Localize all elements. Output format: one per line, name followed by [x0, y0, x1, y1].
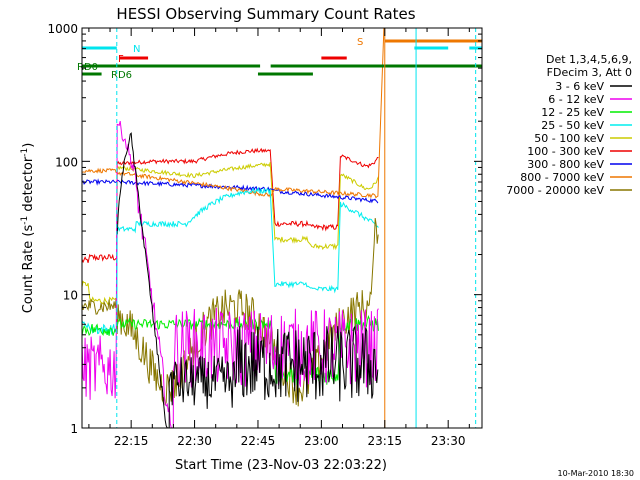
y-tick-label: 1: [70, 422, 78, 436]
x-tick-label: 22:30: [177, 434, 212, 448]
flag-label-rd0: RD0: [77, 62, 98, 73]
series-line-6-12-keV: [81, 120, 379, 429]
series-line-100-300-keV: [81, 147, 379, 264]
plot-area: NF S RD0 RD6: [77, 27, 482, 429]
legend-entry-label: 7000 - 20000 keV: [506, 184, 604, 197]
x-tick-label: 23:00: [304, 434, 339, 448]
legend-header: Det 1,3,4,5,6,9,: [546, 53, 632, 66]
y-tick-label: 1000: [47, 22, 78, 36]
legend-entry-label: 800 - 7000 keV: [520, 171, 604, 184]
series-line-3-6-keV: [116, 132, 379, 429]
x-tick-label: 23:30: [431, 434, 466, 448]
legend-entry-label: 25 - 50 keV: [541, 119, 604, 132]
flag-label-f: F: [118, 54, 124, 65]
footer-timestamp: 10-Mar-2010 18:30: [558, 469, 635, 478]
legend: Det 1,3,4,5,6,9, FDecim 3, Att 0 3 - 6 k…: [506, 53, 632, 197]
y-axis-label-superscript: -1: [20, 216, 30, 225]
legend-entry-label: 12 - 25 keV: [541, 106, 604, 119]
y-tick-label: 10: [63, 289, 78, 303]
legend-entry-label: 50 - 100 keV: [534, 132, 604, 145]
plot-frame: [81, 27, 483, 429]
y-axis-label-part: ): [21, 143, 36, 148]
flag-label-s: S: [357, 37, 363, 48]
x-tick-label: 22:15: [114, 434, 149, 448]
series-line-800-7000-keV: [81, 27, 482, 199]
series-line-300-800-keV: [81, 178, 379, 204]
series-line-50-100-keV: [81, 162, 379, 305]
flag-label-rd6: RD6: [111, 70, 132, 81]
x-tick-label: 22:45: [241, 434, 276, 448]
legend-entry-label: 300 - 800 keV: [527, 158, 604, 171]
y-axis-label-part: detector: [21, 156, 36, 216]
chart-title: HESSI Observing Summary Count Rates: [116, 5, 415, 23]
flag-label-n: N: [133, 44, 140, 55]
y-axis-label-part: Count Rate (s: [21, 225, 36, 314]
legend-header: FDecim 3, Att 0: [547, 66, 632, 79]
x-tick-label: 23:15: [367, 434, 402, 448]
y-axis-label-superscript: -1: [20, 148, 30, 157]
legend-entry-label: 6 - 12 keV: [548, 93, 604, 106]
x-axis-label: Start Time (23-Nov-03 22:03:22): [175, 458, 387, 473]
y-axis-label: Count Rate (s-1 detector-1): [20, 143, 36, 314]
series-line-25-50-keV: [81, 186, 379, 335]
y-tick-label: 100: [55, 155, 78, 169]
legend-entry-label: 3 - 6 keV: [555, 80, 604, 93]
legend-entry-label: 100 - 300 keV: [527, 145, 604, 158]
